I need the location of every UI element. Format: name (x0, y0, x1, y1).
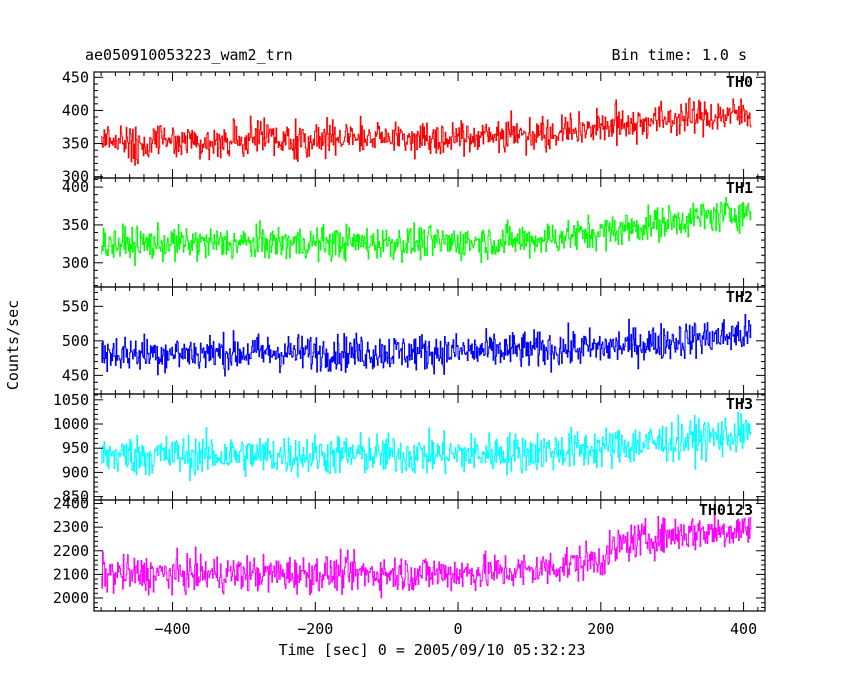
y-tick-label: 850 (62, 488, 89, 506)
x-tick-label: 200 (587, 620, 614, 638)
panel-frame (93, 286, 766, 395)
y-tick-label: 550 (62, 297, 89, 315)
panel-frame (93, 499, 766, 612)
series-line-th2 (101, 313, 752, 377)
panel-th3: 850 900 950 1000 1050 TH3 (53, 391, 766, 506)
x-tick-label: 400 (730, 620, 757, 638)
y-tick-label: 2300 (53, 518, 89, 536)
y-axis-title: Counts/sec (4, 300, 22, 390)
panel-th0: 300 350 400 450 TH0 (62, 68, 766, 186)
panel-th0123: 2000 2100 2200 2300 2400 TH0123 (53, 495, 766, 612)
y-tick-label: 950 (62, 439, 89, 457)
y-tick-label: 500 (62, 332, 89, 350)
panels: 300 350 400 450 TH0 300 350 400 TH1 450 500 550 TH2 8… (53, 68, 766, 612)
y-tick-label: 1000 (53, 415, 89, 433)
y-tick-label: 350 (62, 135, 89, 153)
series-line-th1 (101, 196, 752, 266)
y-tick-label: 300 (62, 168, 89, 186)
y-tick-label: 900 (62, 463, 89, 481)
series-name-label: TH3 (726, 395, 753, 413)
panel-th2: 450 500 550 TH2 (62, 286, 766, 395)
series-name-label: TH2 (726, 288, 753, 306)
y-tick-label: 2400 (53, 495, 89, 513)
y-tick-label: 2000 (53, 589, 89, 607)
x-axis-tick-labels: −400 −200 0 200 400 (154, 620, 757, 638)
y-tick-label: 1050 (53, 391, 89, 409)
series-name-label: TH0 (726, 73, 753, 91)
y-tick-label: 400 (62, 101, 89, 119)
y-tick-label: 300 (62, 254, 89, 272)
series-line-th0 (101, 97, 752, 166)
x-tick-label: −200 (297, 620, 333, 638)
series-line-th3 (101, 411, 752, 482)
panel-frame (93, 71, 766, 179)
y-tick-label: 450 (62, 68, 89, 86)
bin-time-label: Bin time: 1.0 s (612, 46, 747, 64)
x-tick-label: −400 (154, 620, 190, 638)
y-tick-label: 2100 (53, 565, 89, 583)
y-tick-label: 400 (62, 178, 89, 196)
series-name-label: TH1 (726, 179, 753, 197)
y-tick-label: 450 (62, 366, 89, 384)
observation-id-label: ae050910053223_wam2_trn (85, 46, 293, 64)
y-tick-label: 350 (62, 216, 89, 234)
x-tick-label: 0 (454, 620, 463, 638)
series-line-th0123 (101, 514, 752, 599)
x-axis-title: Time [sec] 0 = 2005/09/10 05:32:23 (278, 641, 585, 659)
y-tick-label: 2200 (53, 542, 89, 560)
series-name-label: TH0123 (699, 501, 753, 519)
panel-th1: 300 350 400 TH1 (62, 177, 766, 288)
